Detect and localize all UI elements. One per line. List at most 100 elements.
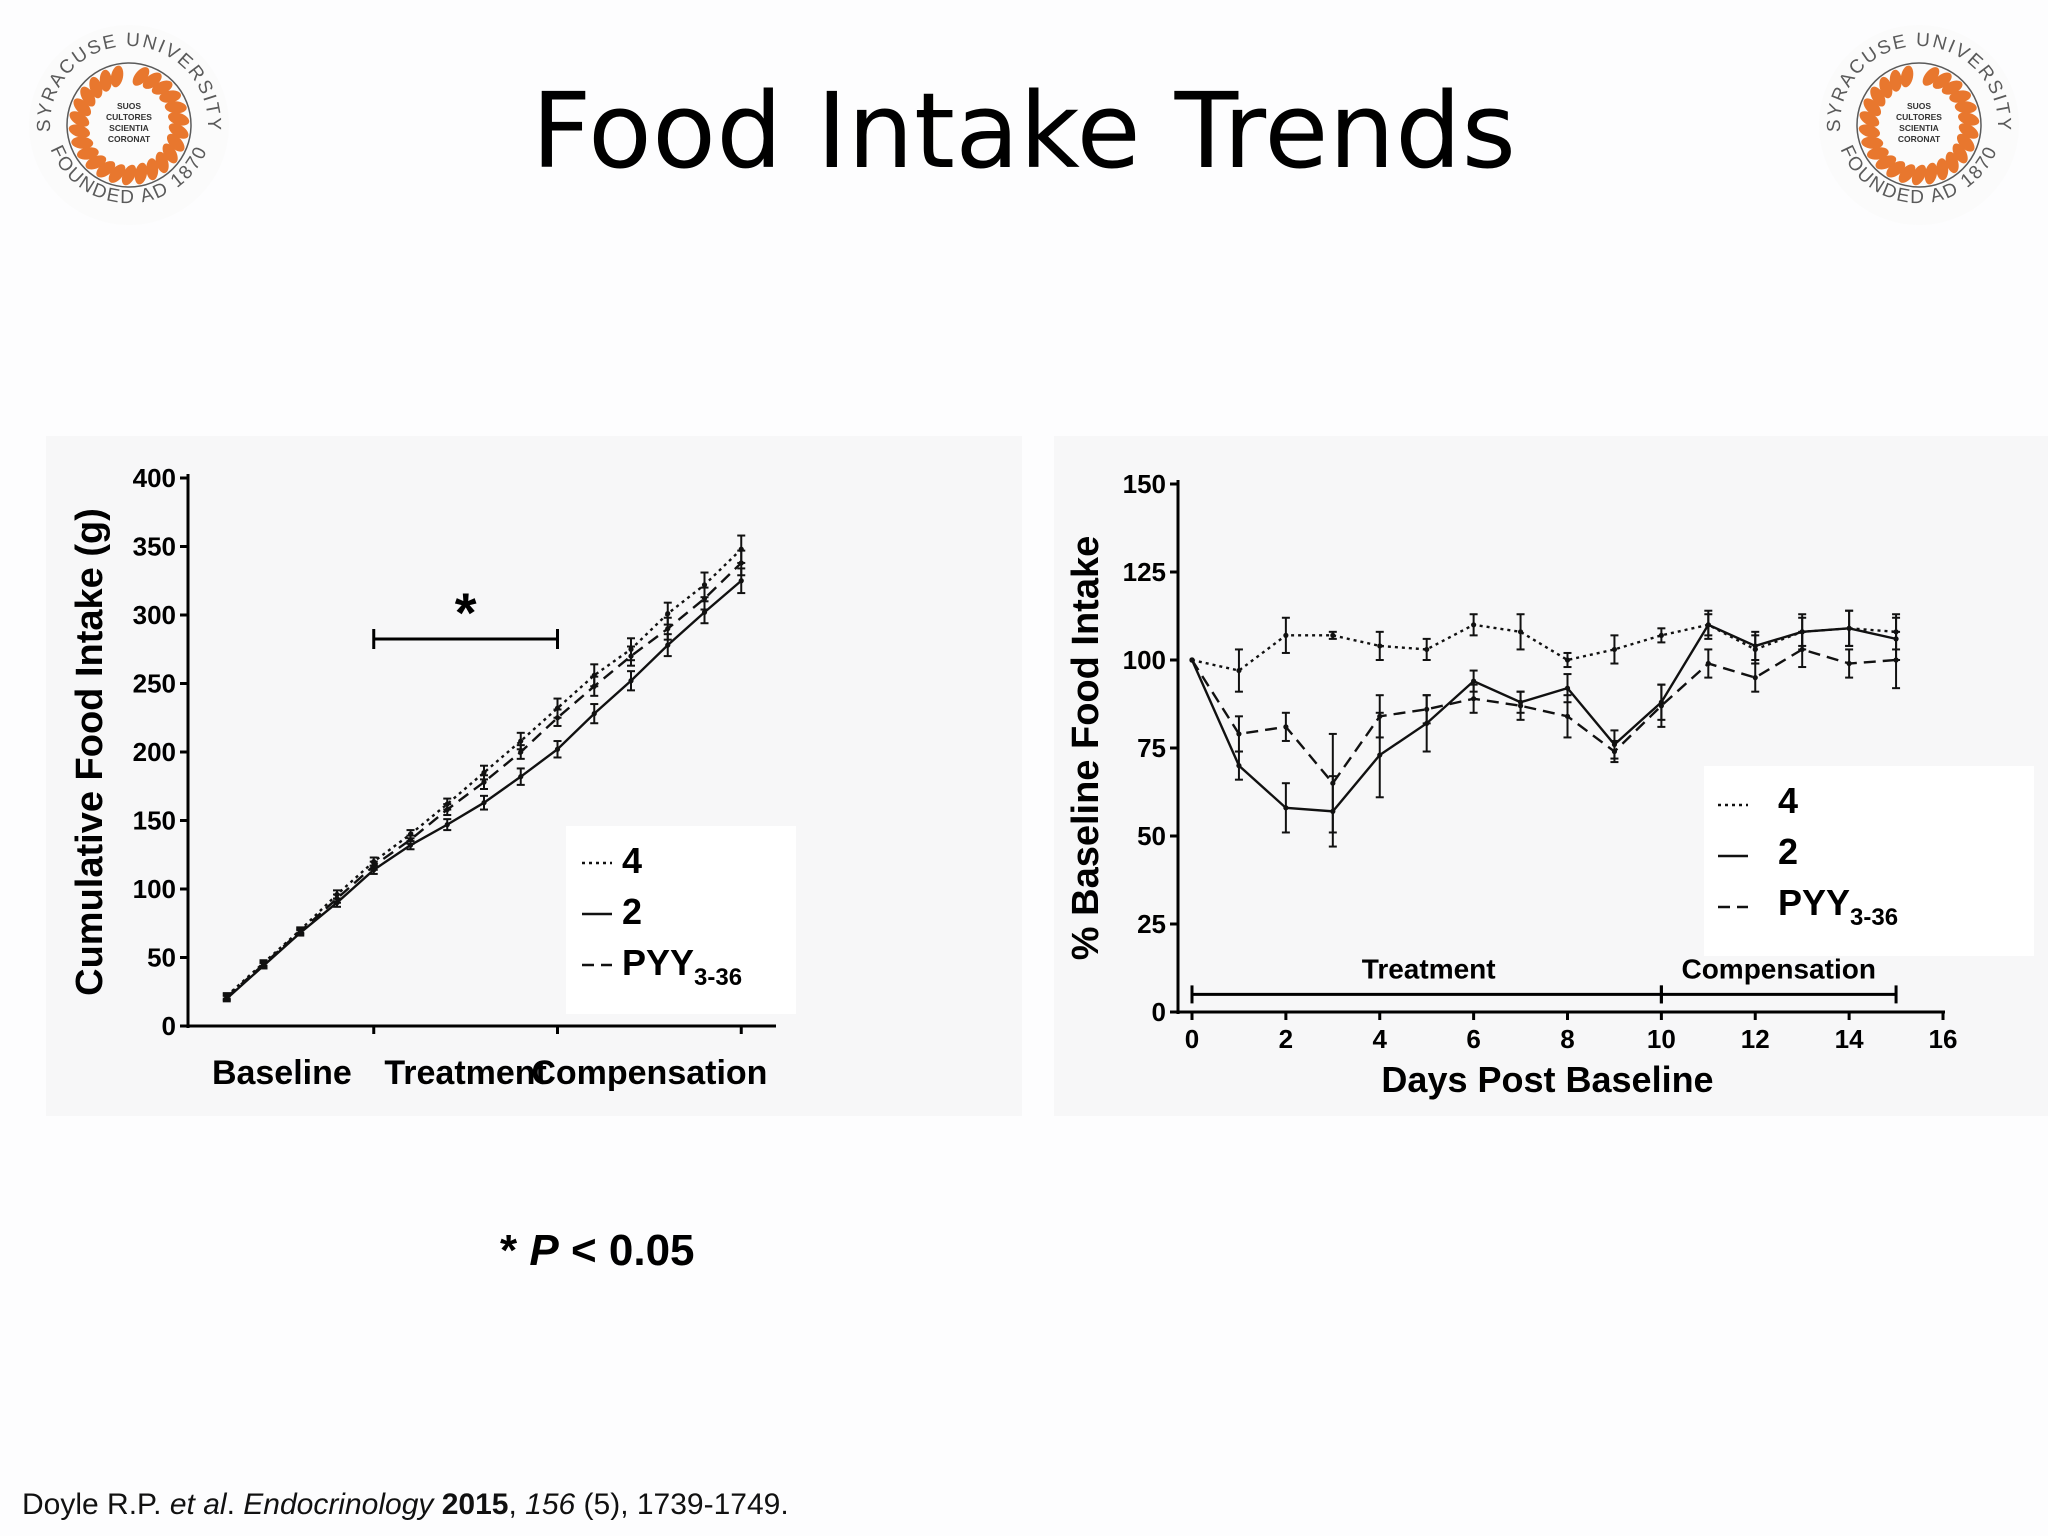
x-phase-label: Compensation (531, 1054, 767, 1092)
seal-background (1819, 25, 2019, 225)
seal-leaf (164, 101, 187, 114)
y-tick-label: 250 (133, 669, 176, 699)
y-tick-label: 200 (133, 737, 176, 767)
data-point (518, 774, 524, 780)
seal-background (29, 25, 229, 225)
seal-leaf (121, 164, 137, 186)
y-tick-label: 0 (162, 1011, 176, 1041)
series-line-1 (1191, 623, 1897, 672)
y-tick-label: 25 (1137, 909, 1166, 939)
y-tick-label: 400 (133, 463, 176, 493)
citation-space (433, 1488, 441, 1521)
data-point (1189, 657, 1195, 663)
series-line-3 (225, 562, 743, 999)
seal-leaf (166, 133, 185, 152)
data-point (591, 711, 597, 717)
data-point (481, 800, 487, 806)
data-point (1236, 763, 1242, 769)
y-axis-label: % Baseline Food Intake (1065, 536, 1107, 960)
data-point (665, 642, 671, 648)
data-point (1377, 752, 1383, 758)
y-axis-label: Cumulative Food Intake (g) (69, 508, 111, 996)
seal-leaf (1889, 69, 1902, 92)
citation-dot: . (226, 1488, 244, 1521)
data-point (1846, 625, 1852, 631)
data-point (554, 746, 561, 752)
citation-authors: Doyle R.P. (22, 1488, 170, 1521)
seal-leaf (1886, 161, 1906, 178)
seal-leaf (1958, 123, 1979, 139)
x-axis-label: Days Post Baseline (1381, 1059, 1713, 1100)
data-point (260, 961, 267, 967)
seal-inner-ring (66, 62, 192, 188)
data-point (518, 749, 524, 755)
seal-motto-line: CORONAT (1898, 134, 1941, 144)
seal-leaf (1900, 65, 1914, 88)
seal-motto-line: SUOS (117, 101, 141, 111)
data-point (297, 928, 303, 935)
data-point (738, 560, 744, 566)
seal-leaf (1879, 76, 1893, 99)
seal-motto-line: CULTORES (1896, 112, 1942, 122)
legend-label-base: PYY (622, 942, 694, 983)
x-tick-label: 10 (1647, 1024, 1676, 1054)
data-point (1611, 646, 1618, 653)
legend-label-subscript: 3-36 (1850, 904, 1898, 931)
data-point (1377, 713, 1383, 719)
data-point (1471, 622, 1477, 628)
seal-leaf (1936, 158, 1949, 181)
legend-label-3: PYY3-36 (622, 942, 742, 991)
citation-comma: , (508, 1488, 526, 1521)
seal-leaf (1866, 147, 1889, 160)
seal-motto-line: CULTORES (106, 112, 152, 122)
y-tick-label: 150 (1123, 469, 1166, 499)
data-point (444, 822, 450, 828)
seal-leaf (99, 69, 112, 92)
seal-leaf (155, 151, 169, 174)
seal-leaf (1911, 164, 1927, 186)
seal-leaf (134, 162, 148, 185)
citation-etal: et al (169, 1488, 227, 1521)
legend: 4 2 PYY3-36 (566, 826, 796, 1014)
seal-leaf (110, 65, 124, 88)
data-point (738, 578, 744, 584)
data-point (1517, 629, 1524, 635)
seal-leaf (1924, 162, 1938, 185)
x-tick-label: 6 (1466, 1024, 1480, 1054)
seal-leaf (73, 98, 92, 117)
data-point (518, 738, 524, 744)
data-point (1705, 660, 1711, 667)
series-line-2 (1190, 623, 1897, 813)
data-point (1517, 703, 1524, 709)
data-point (481, 769, 487, 776)
data-point (1752, 675, 1758, 681)
seal-inner-ring (1856, 62, 1982, 188)
x-tick-label: 2 (1279, 1024, 1293, 1054)
data-point (1799, 646, 1805, 653)
data-point (1846, 660, 1852, 667)
seal-motto-line: CORONAT (108, 134, 151, 144)
data-point (665, 611, 671, 617)
phase-label: Compensation (1681, 953, 1875, 984)
legend-label-3: PYY3-36 (1778, 882, 1898, 931)
legend-label-1: 4 (1778, 780, 1798, 821)
data-point (1752, 643, 1758, 649)
data-point (628, 653, 634, 659)
data-point (371, 863, 377, 869)
seal-leaf (168, 123, 189, 139)
data-point (1330, 632, 1336, 638)
data-point (1236, 667, 1242, 674)
seal-leaf (1949, 90, 1972, 103)
y-tick-label: 0 (1152, 997, 1166, 1027)
data-point (1424, 646, 1430, 653)
citation-journal: Endocrinology (243, 1488, 434, 1521)
legend-label-subscript: 3-36 (694, 964, 742, 991)
seal-leaf (89, 76, 103, 99)
legend-label-2: 2 (622, 891, 642, 932)
y-tick-label: 50 (147, 943, 176, 973)
data-point (1705, 622, 1711, 628)
seal-leaf (1945, 151, 1959, 174)
seal-leaf (68, 124, 90, 138)
citation-volume: 156 (525, 1488, 576, 1521)
